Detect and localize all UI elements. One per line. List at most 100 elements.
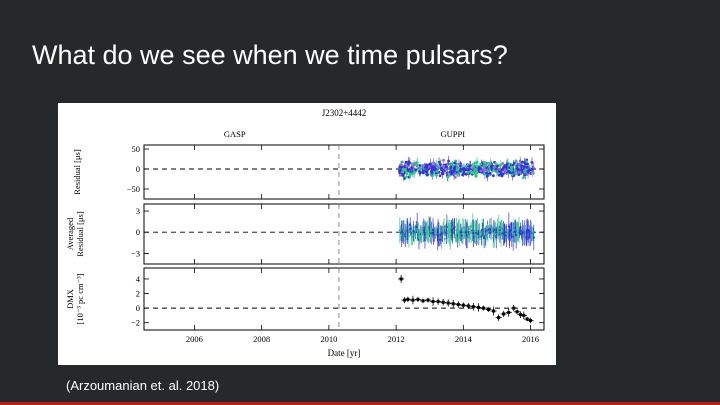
data-point [466, 227, 469, 230]
data-point [513, 170, 517, 173]
data-point [420, 164, 424, 168]
data-point [426, 233, 430, 236]
data-point [519, 226, 522, 229]
data-point [488, 231, 491, 235]
data-point [401, 168, 405, 171]
x-tick-label: 2010 [320, 334, 337, 344]
data-point [450, 162, 454, 165]
data-point [530, 160, 534, 164]
data-point [442, 165, 446, 168]
data-point [418, 164, 422, 167]
y-axis-label: Averaged [65, 217, 75, 250]
data-point [511, 163, 515, 167]
data-point [410, 162, 414, 166]
data-point [405, 164, 409, 168]
data-point [418, 167, 422, 170]
data-point [438, 174, 442, 178]
data-point [433, 168, 437, 172]
data-point [505, 163, 509, 166]
data-point [522, 233, 525, 237]
dmx-point [471, 305, 475, 309]
panel-frame-residual [143, 144, 545, 200]
y-tick-label: 0 [136, 227, 140, 237]
data-point [402, 229, 406, 232]
data-point [498, 228, 502, 232]
data-point [478, 229, 481, 232]
data-point [453, 225, 456, 228]
y-tick-label: −50 [127, 184, 140, 194]
data-point [527, 168, 531, 172]
data-point [488, 225, 491, 228]
data-point [489, 165, 493, 169]
data-point [437, 170, 441, 174]
data-point [458, 169, 462, 173]
data-point [499, 163, 502, 167]
data-point [517, 173, 521, 177]
data-point [530, 171, 534, 175]
dmx-point [466, 304, 470, 308]
data-point [430, 171, 434, 175]
y-tick-label: 50 [132, 144, 141, 154]
data-point [466, 171, 470, 175]
chart-title: J2302+4442 [322, 108, 367, 118]
data-point [412, 171, 416, 175]
y-axis-label: Residual [μs] [72, 149, 82, 195]
backend-label-guppi: GUPPI [440, 129, 465, 139]
y-tick-label: 3 [136, 206, 140, 216]
data-point [468, 237, 471, 240]
y-tick-label: 2 [136, 289, 140, 299]
dmx-point [525, 317, 529, 321]
data-point [435, 169, 439, 173]
y-tick-label: 0 [136, 164, 140, 174]
dmx-point [492, 309, 496, 313]
data-point [523, 161, 527, 165]
data-point [415, 161, 419, 165]
data-point [404, 235, 407, 238]
dmx-point [507, 310, 511, 314]
x-tick-label: 2006 [186, 334, 203, 344]
data-point [483, 164, 487, 168]
data-point [444, 167, 448, 171]
backend-label-gasp: GASP [224, 129, 246, 139]
data-point [448, 231, 451, 234]
x-tick-label: 2016 [522, 334, 539, 344]
data-point [407, 160, 411, 164]
dmx-point [421, 299, 425, 303]
y-tick-label: −3 [131, 248, 140, 258]
data-point [525, 162, 529, 166]
data-point [464, 168, 468, 172]
dmx-point [431, 300, 435, 304]
dmx-point [529, 319, 533, 323]
data-point [525, 165, 529, 169]
data-point [423, 166, 427, 169]
data-point [482, 172, 486, 176]
dmx-point [446, 301, 450, 305]
data-point [495, 165, 499, 168]
data-point [525, 173, 529, 176]
data-point [509, 230, 512, 233]
data-point [431, 228, 435, 232]
data-point [449, 166, 453, 169]
x-tick-label: 2012 [388, 334, 405, 344]
data-point [462, 172, 466, 175]
data-point [433, 165, 436, 169]
data-point [435, 164, 439, 167]
data-point [501, 172, 505, 176]
data-point [494, 233, 497, 236]
data-point [453, 165, 457, 169]
data-point [501, 230, 504, 233]
data-point [439, 163, 442, 166]
data-point [455, 168, 459, 172]
data-point [518, 170, 522, 174]
data-point [401, 170, 405, 174]
data-point [472, 167, 475, 170]
data-point [460, 167, 463, 171]
data-point [471, 171, 475, 174]
dmx-point [515, 310, 519, 314]
data-point [400, 160, 404, 164]
data-point [404, 171, 408, 175]
data-point [433, 162, 437, 166]
panel-frame-dmx [143, 267, 545, 331]
data-point [479, 162, 483, 166]
data-point [475, 231, 478, 235]
